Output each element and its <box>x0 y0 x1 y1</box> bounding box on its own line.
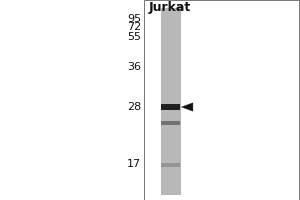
Bar <box>160 121 180 125</box>
Bar <box>160 104 180 110</box>
Text: 72: 72 <box>127 22 141 32</box>
Text: 95: 95 <box>127 14 141 24</box>
Bar <box>160 163 180 167</box>
Bar <box>144 0 298 200</box>
Text: 28: 28 <box>127 102 141 112</box>
Text: Jurkat: Jurkat <box>149 1 191 14</box>
Text: 55: 55 <box>127 32 141 42</box>
Text: 17: 17 <box>127 159 141 169</box>
Polygon shape <box>182 103 193 111</box>
Text: 36: 36 <box>127 62 141 72</box>
Bar <box>160 8 180 194</box>
